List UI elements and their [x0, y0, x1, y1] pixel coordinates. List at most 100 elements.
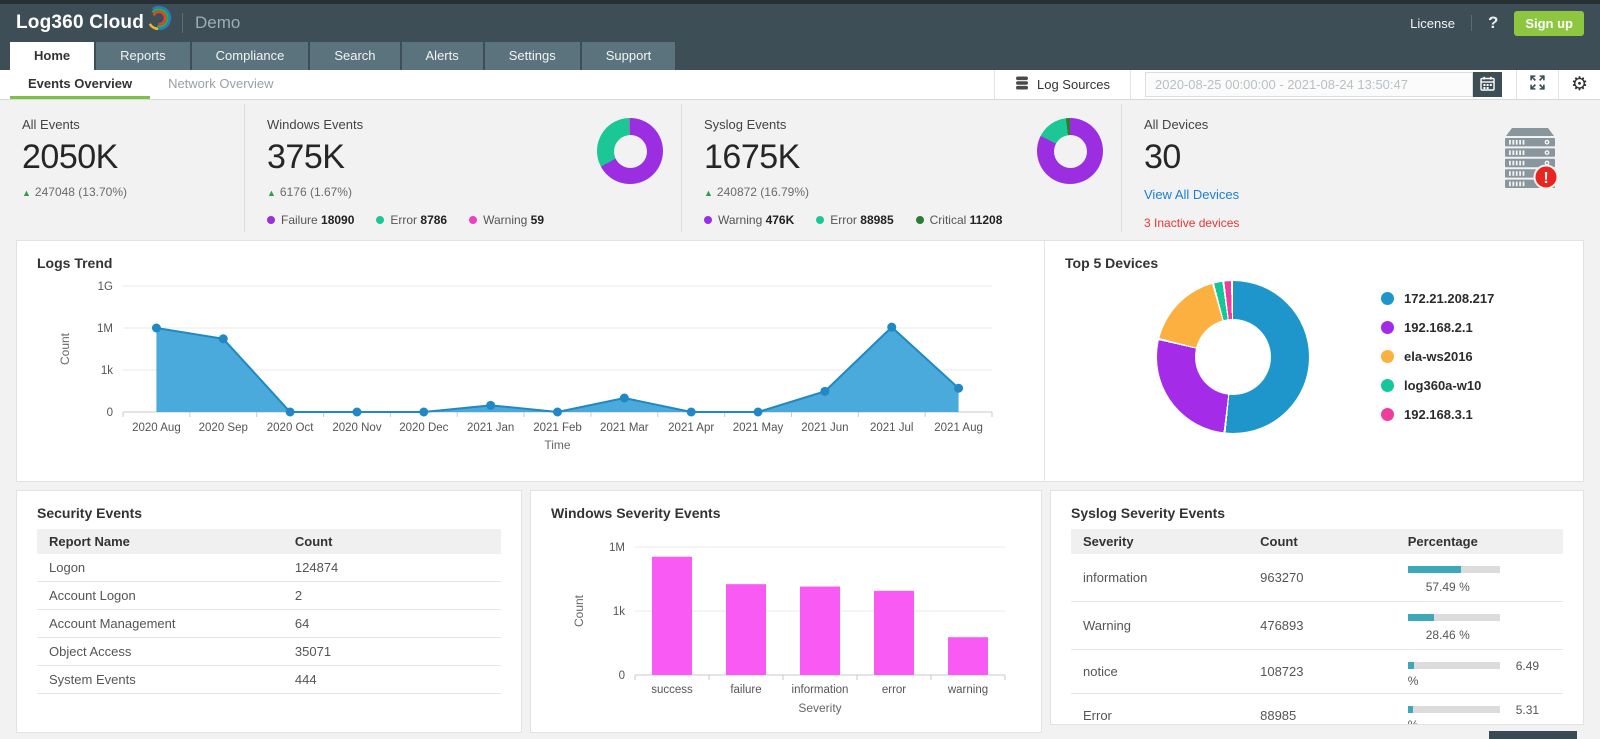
top5-legend-item[interactable]: 172.21.208.217 [1381, 291, 1494, 306]
bar-warning[interactable] [948, 637, 988, 675]
inactive-devices-link[interactable]: 3 Inactive devices [1144, 216, 1240, 230]
database-icon [1015, 76, 1029, 93]
nav-tab-search[interactable]: Search [310, 42, 400, 70]
legend-item[interactable]: Error 8786 [376, 213, 447, 227]
data-point-2021-apr[interactable] [686, 407, 696, 417]
percentage-bar [1407, 706, 1500, 714]
table-row[interactable]: Policy Changes2 [37, 693, 501, 702]
signup-button[interactable]: Sign up [1514, 10, 1584, 36]
top5-legend-item[interactable]: 192.168.3.1 [1381, 407, 1494, 422]
svg-text:!: ! [1543, 170, 1548, 187]
help-icon[interactable]: ? [1487, 13, 1499, 32]
svg-text:0: 0 [619, 670, 625, 682]
bar-error[interactable] [874, 590, 914, 675]
svg-text:2021 Jun: 2021 Jun [801, 422, 848, 434]
windows-severity-chart[interactable]: 0 1k 1M success failure information error warni… [551, 521, 1021, 732]
stat-title: All Devices [1144, 117, 1209, 132]
bar-success[interactable] [652, 556, 692, 675]
nav-tab-home[interactable]: Home [10, 42, 95, 70]
syslog-events-legend: Warning 476K Error 88985 Critical 11208 [704, 213, 1121, 227]
top5-legend-item[interactable]: log360a-w10 [1381, 378, 1494, 393]
data-point-2020-dec[interactable] [419, 407, 429, 417]
table-row[interactable]: notice 108723 6.49 % [1071, 649, 1563, 695]
top5-devices-donut[interactable] [1157, 280, 1309, 433]
bottom-row: Security Events Report Name Count Logon 12… [16, 490, 1584, 733]
table-row[interactable]: Warning 476893 28.46 % [1071, 601, 1563, 650]
legend-item[interactable]: Failure 18090 [267, 213, 354, 227]
data-point-2021-feb[interactable] [553, 407, 562, 417]
nav-tab-support[interactable]: Support [581, 42, 676, 70]
environment-label: Demo [182, 13, 240, 33]
data-point-2020-sep[interactable] [218, 334, 228, 344]
nav-tab-compliance[interactable]: Compliance [191, 42, 309, 70]
data-point-2020-nov[interactable] [352, 407, 362, 417]
percentage-bar [1407, 614, 1500, 622]
table-row[interactable]: information 963270 57.49 % [1071, 554, 1563, 602]
svg-text:2021 May: 2021 May [733, 422, 784, 434]
table-row[interactable]: System Events 444 [37, 665, 501, 694]
syslog-events-donut[interactable] [1037, 118, 1103, 184]
legend-item[interactable]: Warning 476K [704, 213, 794, 227]
bar-information[interactable] [800, 586, 840, 675]
legend-dot-icon [469, 216, 478, 224]
legend-dot-icon [704, 216, 712, 224]
data-point-2021-may[interactable] [753, 407, 763, 417]
settings-button[interactable]: ⚙ [1558, 70, 1600, 99]
logs-trend-chart[interactable]: 0 1k 1M 1G 2020 Aug 2020 Sep 2020 Oct 2020 Nov 2… [37, 271, 1024, 474]
legend-dot-icon [1381, 408, 1394, 421]
nav-tab-alerts[interactable]: Alerts [401, 42, 483, 70]
svg-text:2020 Oct: 2020 Oct [267, 422, 314, 434]
svg-text:failure: failure [730, 684, 761, 696]
legend-dot-icon [816, 216, 825, 224]
top5-legend-item[interactable]: ela-ws2016 [1381, 349, 1494, 364]
bottom-right-button-partial[interactable] [1489, 731, 1577, 739]
data-point-2021-aug[interactable] [954, 383, 964, 393]
data-point-2020-aug[interactable] [151, 323, 161, 333]
table-row[interactable]: Account Management 64 [37, 609, 501, 638]
calendar-button[interactable] [1473, 72, 1502, 97]
log-sources-button[interactable]: Log Sources [994, 70, 1130, 99]
syslog-severity-panel: Syslog Severity Events Severity Count Perc… [1050, 490, 1584, 725]
table-row[interactable]: Logon 124874 [37, 554, 501, 582]
legend-dot-icon [1381, 321, 1394, 334]
stat-title: All Events [22, 117, 80, 132]
panel-title: Syslog Severity Events [1071, 505, 1226, 521]
svg-text:2020 Sep: 2020 Sep [199, 422, 248, 434]
view-all-devices-link[interactable]: View All Devices [1144, 187, 1240, 202]
legend-item[interactable]: Warning 59 [469, 213, 544, 227]
data-point-2021-mar[interactable] [619, 393, 629, 403]
subtab-events-overview[interactable]: Events Overview [10, 70, 151, 99]
svg-text:2020 Nov: 2020 Nov [332, 422, 381, 434]
fullscreen-button[interactable] [1516, 70, 1558, 99]
stat-all-events: All Events 2050K ▲ 247048 (13.70%) [0, 104, 245, 232]
svg-text:information: information [792, 684, 849, 696]
data-point-2021-jul[interactable] [887, 322, 897, 332]
table-row[interactable]: Object Access 35071 [37, 637, 501, 666]
data-point-2021-jun[interactable] [820, 386, 830, 396]
data-point-2021-jan[interactable] [486, 400, 496, 410]
legend-item[interactable]: Critical 11208 [915, 213, 1002, 227]
data-point-2020-oct[interactable] [285, 407, 295, 417]
legend-item[interactable]: Error 88985 [816, 213, 894, 227]
table-row[interactable]: Account Logon 2 [37, 581, 501, 610]
stat-value: 1675K [704, 138, 800, 176]
nav-tab-reports[interactable]: Reports [96, 42, 190, 70]
windows-events-donut[interactable] [597, 118, 663, 184]
nav-tab-settings[interactable]: Settings [484, 42, 580, 70]
windows-events-legend: Failure 18090 Error 8786 Warning 59 [267, 213, 681, 227]
date-range-input[interactable] [1145, 72, 1473, 97]
license-link[interactable]: License [1410, 15, 1455, 31]
top5-legend-item[interactable]: 192.168.2.1 [1381, 320, 1494, 335]
calendar-icon [1480, 76, 1495, 94]
panel-title: Security Events [37, 505, 143, 521]
stat-syslog-events: Syslog Events 1675K ▲ 240872 (16.79%) War… [682, 104, 1122, 232]
subtab-network-overview[interactable]: Network Overview [168, 76, 274, 91]
overview-tabs: Events Overview Network Overview [0, 70, 292, 99]
legend-dot-icon [1381, 379, 1394, 392]
svg-text:2020 Dec: 2020 Dec [399, 422, 448, 434]
top5-devices-legend: 172.21.208.217 192.168.2.1 ela-ws2016 log36… [1381, 277, 1494, 436]
bar-failure[interactable] [726, 584, 766, 675]
svg-text:2021 Jan: 2021 Jan [467, 422, 514, 434]
up-arrow-icon: ▲ [704, 188, 713, 198]
